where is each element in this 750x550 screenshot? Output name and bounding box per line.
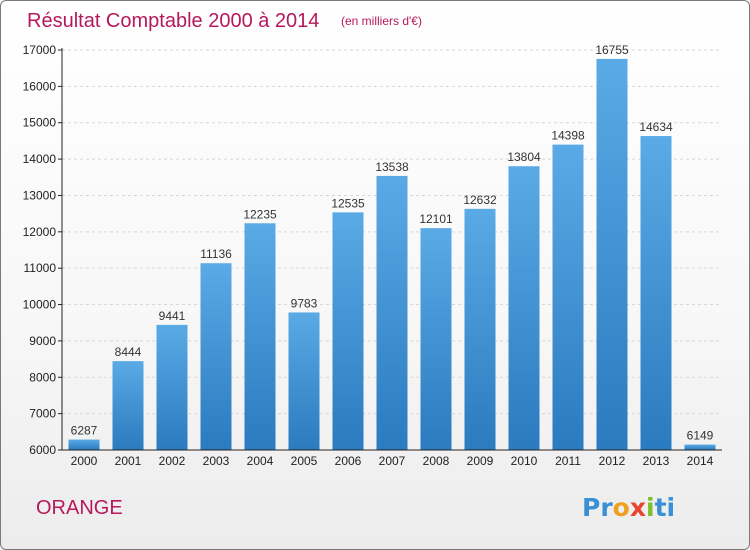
x-tick-label-2001: 2001: [115, 454, 142, 468]
data-labels: 6287 8444 9441 11136 12235 9783 12535 13538 1210…: [71, 43, 714, 443]
y-tick-label: 7000: [29, 407, 56, 421]
bar-2003: [200, 263, 232, 450]
y-tick-label: 16000: [23, 79, 57, 93]
data-label-2009: 12632: [463, 193, 497, 207]
chart-title: Résultat Comptable 2000 à 2014: [27, 10, 319, 32]
bar-2012: [596, 58, 628, 451]
logo-letter-2: r: [600, 493, 613, 522]
x-tick-label-2005: 2005: [291, 454, 318, 468]
bar-2008: [420, 228, 452, 450]
chart-subtitle: (en milliers d'€): [341, 14, 422, 28]
y-tick-label: 17000: [23, 43, 57, 57]
bar-2014: [684, 444, 716, 450]
data-label-2001: 8444: [115, 345, 142, 359]
y-axis-ticks: 6000 7000 8000 9000 10000 11000 12000 13000 1400…: [23, 43, 62, 457]
data-label-2011: 14398: [551, 129, 585, 143]
logo-letter-6: t: [655, 493, 667, 522]
data-label-2003: 11136: [200, 247, 232, 261]
y-tick-label: 10000: [23, 298, 57, 312]
data-label-2008: 12101: [419, 212, 453, 226]
y-tick-label: 9000: [29, 334, 56, 348]
x-tick-label-2003: 2003: [203, 454, 230, 468]
x-tick-label-2012: 2012: [599, 454, 626, 468]
x-tick-label-2013: 2013: [643, 454, 670, 468]
data-label-2004: 12235: [243, 207, 277, 221]
y-tick-label: 8000: [29, 370, 56, 384]
y-tick-label: 15000: [23, 116, 57, 130]
logo-letter-5: i: [646, 493, 655, 522]
data-label-2005: 9783: [291, 296, 318, 310]
y-tick-label: 13000: [23, 188, 57, 202]
data-label-2012: 16755: [595, 43, 629, 57]
x-tick-label-2007: 2007: [379, 454, 406, 468]
bar-2009: [464, 208, 496, 450]
x-tick-label-2011: 2011: [555, 454, 581, 468]
x-tick-label-2009: 2009: [467, 454, 494, 468]
bar-2001: [112, 361, 144, 450]
logo-letter-4: x: [630, 493, 646, 522]
proxiti-logo: Proxiti: [582, 493, 675, 522]
bar-2002: [156, 324, 188, 450]
bar-2007: [376, 175, 408, 450]
bars: [68, 58, 716, 451]
logo-letter-1: P: [582, 493, 600, 522]
x-tick-label-2006: 2006: [335, 454, 362, 468]
commune-name: ORANGE: [36, 497, 123, 519]
x-tick-label-2008: 2008: [423, 454, 450, 468]
bar-2006: [332, 212, 364, 450]
bar-2010: [508, 166, 540, 450]
logo-letter-7: i: [667, 493, 676, 522]
x-tick-label-2000: 2000: [71, 454, 98, 468]
y-tick-label: 11000: [24, 261, 57, 275]
data-label-2006: 12535: [331, 196, 365, 210]
x-tick-label-2014: 2014: [687, 454, 714, 468]
data-label-2013: 14634: [639, 120, 673, 134]
bar-2005: [288, 312, 320, 450]
bar-2011: [552, 144, 584, 451]
x-axis-ticks: 2000 2001 2002 2003 2004 2005 2006 2007 2008 2009…: [71, 454, 714, 468]
y-tick-label: 12000: [23, 225, 57, 239]
logo-letter-3: o: [613, 493, 630, 522]
data-label-2014: 6149: [687, 429, 714, 443]
bar-2013: [640, 136, 672, 450]
x-tick-label-2004: 2004: [247, 454, 274, 468]
data-label-2010: 13804: [507, 150, 541, 164]
bar-2004: [244, 223, 276, 450]
y-tick-label: 6000: [29, 443, 56, 457]
data-label-2007: 13538: [375, 160, 409, 174]
x-tick-label-2002: 2002: [159, 454, 186, 468]
data-label-2000: 6287: [71, 424, 98, 438]
bar-2000: [68, 439, 100, 450]
y-tick-label: 14000: [23, 152, 57, 166]
data-label-2002: 9441: [159, 309, 186, 323]
x-tick-label-2010: 2010: [511, 454, 538, 468]
